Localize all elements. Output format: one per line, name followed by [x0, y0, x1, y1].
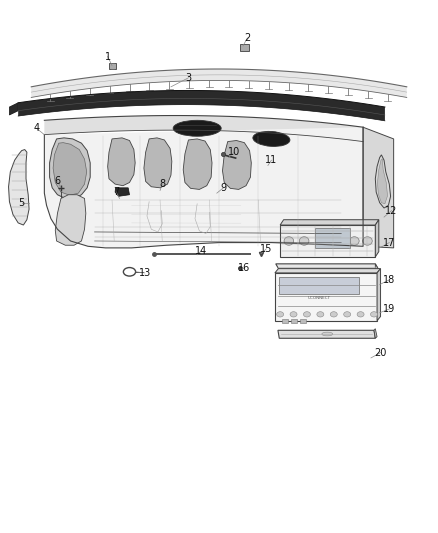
Polygon shape	[275, 269, 381, 273]
Polygon shape	[278, 330, 375, 338]
Polygon shape	[280, 220, 379, 225]
Ellipse shape	[277, 312, 284, 317]
Text: 15: 15	[260, 244, 272, 254]
Polygon shape	[240, 44, 249, 51]
Polygon shape	[315, 228, 350, 248]
Polygon shape	[31, 69, 407, 98]
Polygon shape	[44, 127, 363, 248]
Text: 7: 7	[113, 187, 120, 197]
Polygon shape	[375, 155, 391, 208]
Text: 4: 4	[33, 123, 39, 133]
Text: 2: 2	[244, 33, 251, 43]
Ellipse shape	[284, 237, 293, 245]
Text: 8: 8	[159, 179, 165, 189]
Polygon shape	[108, 138, 135, 185]
Text: 9: 9	[220, 183, 226, 193]
Polygon shape	[183, 139, 212, 189]
Ellipse shape	[173, 120, 221, 136]
Ellipse shape	[330, 312, 337, 317]
Ellipse shape	[363, 237, 372, 245]
Polygon shape	[375, 220, 379, 257]
Ellipse shape	[290, 312, 297, 317]
Text: 1: 1	[105, 52, 111, 61]
Polygon shape	[44, 116, 363, 142]
Polygon shape	[377, 269, 381, 321]
Text: 18: 18	[383, 275, 396, 285]
Text: 12: 12	[385, 206, 398, 216]
Text: 6: 6	[54, 176, 60, 187]
Polygon shape	[144, 138, 172, 188]
Polygon shape	[378, 159, 388, 204]
Polygon shape	[223, 141, 251, 189]
Polygon shape	[300, 319, 306, 324]
Ellipse shape	[253, 132, 290, 147]
Ellipse shape	[344, 312, 351, 317]
Text: 13: 13	[139, 268, 151, 278]
Polygon shape	[49, 138, 90, 198]
Ellipse shape	[304, 312, 311, 317]
Text: UCONNECT: UCONNECT	[308, 296, 331, 301]
Polygon shape	[55, 195, 86, 245]
Text: 17: 17	[383, 238, 396, 247]
Text: 20: 20	[374, 348, 387, 358]
Text: 14: 14	[195, 246, 208, 255]
Text: 11: 11	[265, 155, 278, 165]
Polygon shape	[275, 273, 377, 321]
Ellipse shape	[299, 237, 309, 245]
Polygon shape	[375, 264, 378, 274]
Ellipse shape	[317, 312, 324, 317]
Polygon shape	[9, 150, 29, 225]
Ellipse shape	[357, 312, 364, 317]
Text: 10: 10	[228, 147, 240, 157]
Polygon shape	[109, 63, 117, 69]
Polygon shape	[363, 127, 394, 248]
Polygon shape	[115, 188, 130, 196]
Polygon shape	[374, 329, 377, 338]
Text: 16: 16	[238, 263, 251, 273]
Polygon shape	[283, 319, 288, 324]
Polygon shape	[276, 264, 378, 269]
Ellipse shape	[371, 312, 378, 317]
Polygon shape	[291, 319, 297, 324]
Text: 3: 3	[185, 73, 191, 83]
Polygon shape	[279, 277, 359, 294]
Text: 5: 5	[18, 198, 25, 208]
Polygon shape	[280, 225, 375, 257]
Ellipse shape	[350, 237, 359, 245]
Ellipse shape	[322, 332, 333, 336]
Polygon shape	[53, 143, 87, 195]
Text: 19: 19	[383, 304, 396, 314]
Polygon shape	[18, 91, 385, 121]
Polygon shape	[10, 103, 18, 115]
